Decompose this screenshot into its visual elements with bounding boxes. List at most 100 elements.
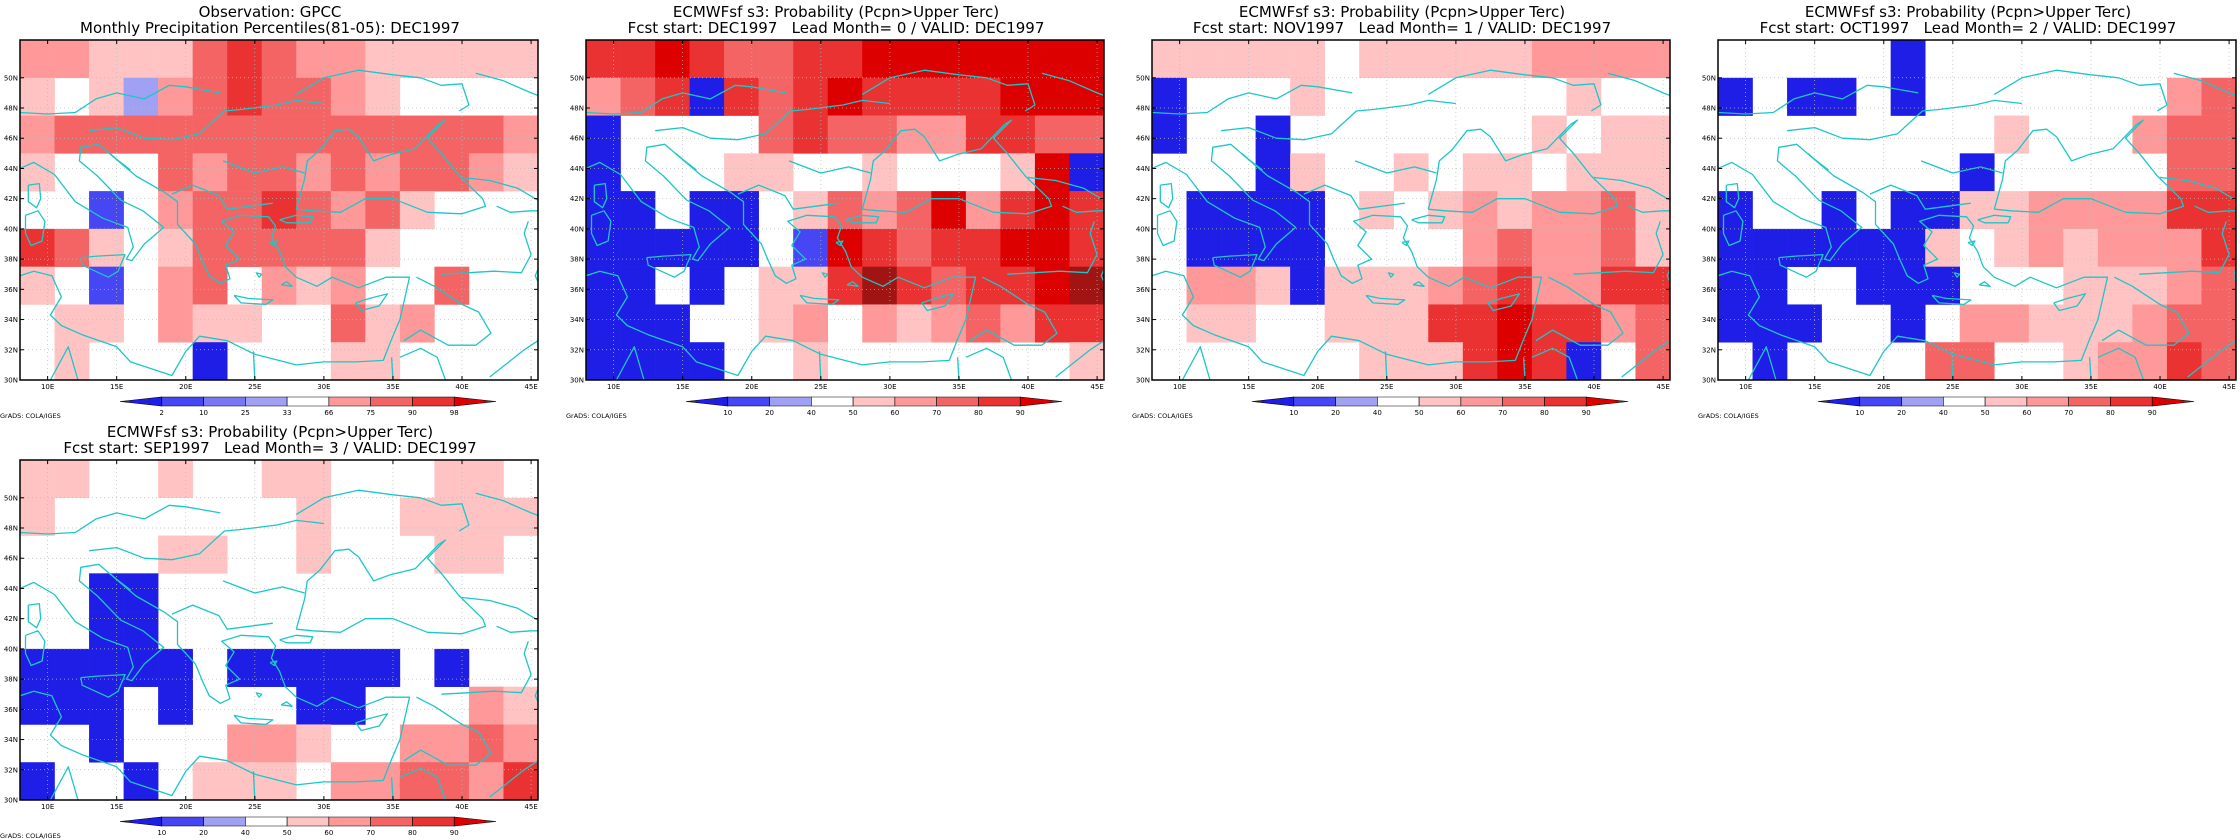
grid-cell	[1069, 228, 1105, 267]
grid-cell	[192, 762, 228, 801]
colorbar-label: 98	[450, 409, 459, 417]
coastline	[295, 489, 470, 532]
grid-cell	[896, 191, 932, 230]
lat-tick-label: 44N	[1136, 165, 1150, 173]
grid-cell	[296, 724, 332, 763]
grid-cell	[758, 266, 794, 305]
panel-subtitle: Monthly Precipitation Percentiles(81-05)…	[80, 19, 460, 37]
colorbar: 10 20 40 50 60 70 80 90	[685, 396, 1063, 417]
lat-tick-label: 42N	[1702, 195, 1716, 203]
coastline	[279, 634, 314, 644]
grid-cell	[2028, 228, 2064, 267]
grid-cell	[2097, 304, 2133, 343]
lon-tick-label: 15E	[676, 383, 689, 391]
grid-cell	[1034, 153, 1070, 192]
lat-tick-label: 50N	[1136, 74, 1150, 82]
coastline	[233, 294, 274, 306]
coastline	[788, 160, 871, 174]
lon-tick-label: 40E	[1587, 383, 1600, 391]
grid-cell	[1566, 191, 1602, 230]
coastline	[2053, 293, 2087, 312]
coastline	[615, 346, 645, 380]
grid-cell	[1462, 304, 1498, 343]
grid-cell	[1359, 40, 1395, 79]
coastline	[355, 713, 389, 732]
lon-tick-label: 35E	[386, 803, 399, 811]
colorbar-swatch	[1585, 396, 1629, 407]
grid-cell	[1635, 228, 1671, 267]
grid-cell	[1497, 304, 1533, 343]
grid-cell	[123, 77, 159, 116]
grid-cell	[158, 648, 193, 687]
grid-cell	[586, 153, 621, 192]
grid-cell	[965, 77, 1001, 116]
grid-cell	[1959, 304, 1995, 343]
coastline	[590, 210, 612, 247]
coastline	[965, 347, 1013, 380]
grid-cell	[586, 228, 621, 267]
grid-cell	[2201, 304, 2237, 343]
lat-tick-label: 48N	[1136, 105, 1150, 113]
coastline	[1152, 143, 1543, 377]
coastline	[109, 572, 131, 591]
grid-cell	[1000, 228, 1036, 267]
grid-cell	[1290, 77, 1325, 116]
lat-tick-label: 38N	[1136, 256, 1150, 264]
grid-cell	[399, 724, 435, 763]
grid-cell	[965, 266, 1001, 305]
grid-cell	[689, 40, 725, 79]
grid-cell	[54, 228, 90, 267]
coastline	[821, 272, 829, 278]
grid-cell	[20, 266, 55, 305]
grid-cell	[2063, 266, 2099, 305]
coastline	[252, 351, 256, 380]
colorbar-swatch	[1019, 396, 1063, 407]
grid-cell	[89, 40, 124, 79]
grads-credit: GrADS: COLA/IGES	[0, 832, 61, 840]
grid-cell	[1290, 40, 1325, 79]
panel-title: ECMWFsf s3: Probability (Pcpn>Upper Terc…	[1804, 3, 2132, 21]
grid-cell	[1152, 77, 1187, 116]
lat-tick-label: 32N	[4, 766, 18, 774]
coastline	[399, 347, 447, 380]
lat-tick-label: 44N	[1702, 165, 1716, 173]
grid-cell	[1393, 153, 1429, 192]
coastline	[1725, 182, 1740, 209]
grid-cell	[1034, 40, 1070, 79]
colorbar-swatch	[370, 396, 413, 407]
grid-cell	[1566, 40, 1602, 79]
grid-cell	[1718, 228, 1753, 267]
lon-tick-label: 45E	[524, 383, 537, 391]
grid-cell	[296, 535, 332, 574]
grid-cell	[89, 77, 124, 116]
colorbar-label: 20	[765, 409, 774, 417]
coastline	[222, 580, 305, 594]
grid-cells	[1152, 40, 1671, 381]
colorbar-swatch	[245, 816, 288, 827]
coastline	[1535, 276, 1624, 346]
grid-cell	[1290, 153, 1325, 192]
grid-cell	[261, 77, 297, 116]
coastline	[1181, 346, 1211, 380]
grid-cell	[1462, 153, 1498, 192]
grid-cell	[2166, 266, 2202, 305]
grid-cell	[1000, 115, 1036, 154]
lat-tick-label: 38N	[1702, 256, 1716, 264]
coastline	[818, 351, 822, 380]
grads-credit: GrADS: COLA/IGES	[566, 412, 627, 420]
grid-cell	[827, 40, 863, 79]
coastline	[269, 660, 278, 667]
grid-cell	[896, 115, 932, 154]
grid-cell	[1034, 266, 1070, 305]
lat-tick-label: 48N	[570, 105, 584, 113]
grid-cell	[896, 304, 932, 343]
grid-cell	[123, 115, 159, 154]
colorbar-swatch	[245, 396, 288, 407]
grid-cell	[1497, 191, 1533, 230]
grid-cell	[2132, 115, 2168, 154]
grid-cell	[586, 266, 621, 305]
lat-tick-label: 32N	[570, 346, 584, 354]
grid-cell	[1462, 40, 1498, 79]
coastline	[586, 143, 977, 377]
colorbar-label: 90	[2148, 409, 2157, 417]
